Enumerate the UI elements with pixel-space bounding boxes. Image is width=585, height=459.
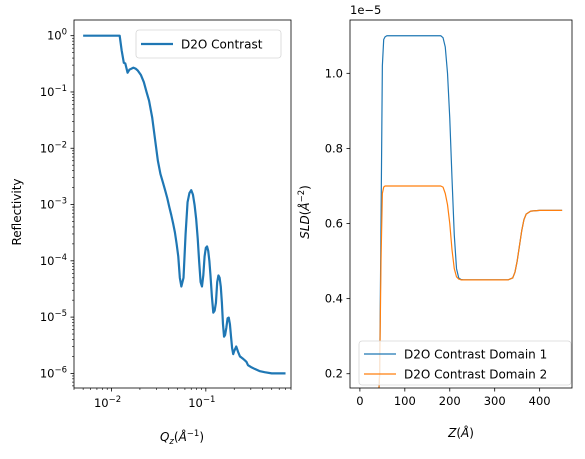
reflectivity-series: [83, 34, 286, 375]
sld-plot: 0 100 200 300 400 0.2 0.4 0.6 0.8 1.0 1e−5 Z(Å) S…: [297, 3, 573, 440]
reflectivity-series-line-1: [83, 34, 286, 375]
sld-y-tick-label: 0.8: [325, 141, 343, 155]
sld-axes-frame: [349, 19, 573, 389]
sld-ticks: 0 100 200 300 400 0.2 0.4 0.6 0.8 1.0: [325, 66, 551, 408]
sld-x-tick-label: 200: [439, 394, 461, 408]
reflectivity-x-tick-label: 10−2: [94, 395, 121, 410]
sld-y-tick-label: 0.4: [325, 292, 343, 306]
reflectivity-ticks: 10−2 10−1 100 10−1 10−2 10−3 10−4 10−5 10−6: [40, 28, 292, 410]
legend-label-domain-2: D2O Contrast Domain 2: [404, 368, 547, 382]
reflectivity-plot: 10−2 10−1 100 10−1 10−2 10−3 10−4 10−5 10−6 Qz(Å…: [10, 19, 292, 447]
reflectivity-y-tick-label: 10−2: [40, 140, 67, 155]
reflectivity-y-tick-label: 10−4: [40, 253, 67, 268]
reflectivity-legend: D2O Contrast: [135, 29, 282, 59]
reflectivity-y-tick-label: 10−1: [40, 84, 67, 99]
reflectivity-legend-box: [135, 29, 282, 59]
sld-series: [378, 35, 563, 388]
sld-x-tick-label: 400: [529, 394, 551, 408]
reflectivity-x-tick-label: 10−1: [188, 395, 215, 410]
sld-x-axis-label: Z(Å): [447, 425, 474, 440]
sld-x-tick-label: 300: [484, 394, 506, 408]
sld-legend-box: [358, 340, 572, 386]
reflectivity-y-axis-label: Reflectivity: [10, 178, 24, 245]
sld-y-tick-label: 0.2: [325, 367, 343, 381]
legend-label-d2o-contrast: D2O Contrast: [181, 38, 263, 52]
sld-offset-label: 1e−5: [350, 3, 381, 17]
legend-label-domain-1: D2O Contrast Domain 1: [404, 348, 547, 362]
sld-y-axis-label: SLD(Å−2): [297, 185, 312, 239]
reflectivity-axes-frame: [73, 19, 292, 389]
reflectivity-y-tick-label: 10−6: [40, 365, 67, 380]
reflectivity-y-tick-label: 10−3: [40, 197, 67, 212]
sld-x-tick-label: 100: [394, 394, 416, 408]
reflectivity-y-tick-label: 10−5: [40, 309, 67, 324]
sld-y-tick-label: 0.6: [325, 217, 343, 231]
sld-x-tick-label: 0: [356, 394, 363, 408]
reflectivity-x-axis-label: Qz(Å−1): [160, 429, 204, 447]
reflectivity-y-tick-label: 100: [47, 28, 67, 43]
sld-y-tick-label: 1.0: [325, 66, 343, 80]
sld-legend: D2O Contrast Domain 1 D2O Contrast Domai…: [358, 340, 572, 386]
sld-series-line-2: [378, 185, 563, 388]
